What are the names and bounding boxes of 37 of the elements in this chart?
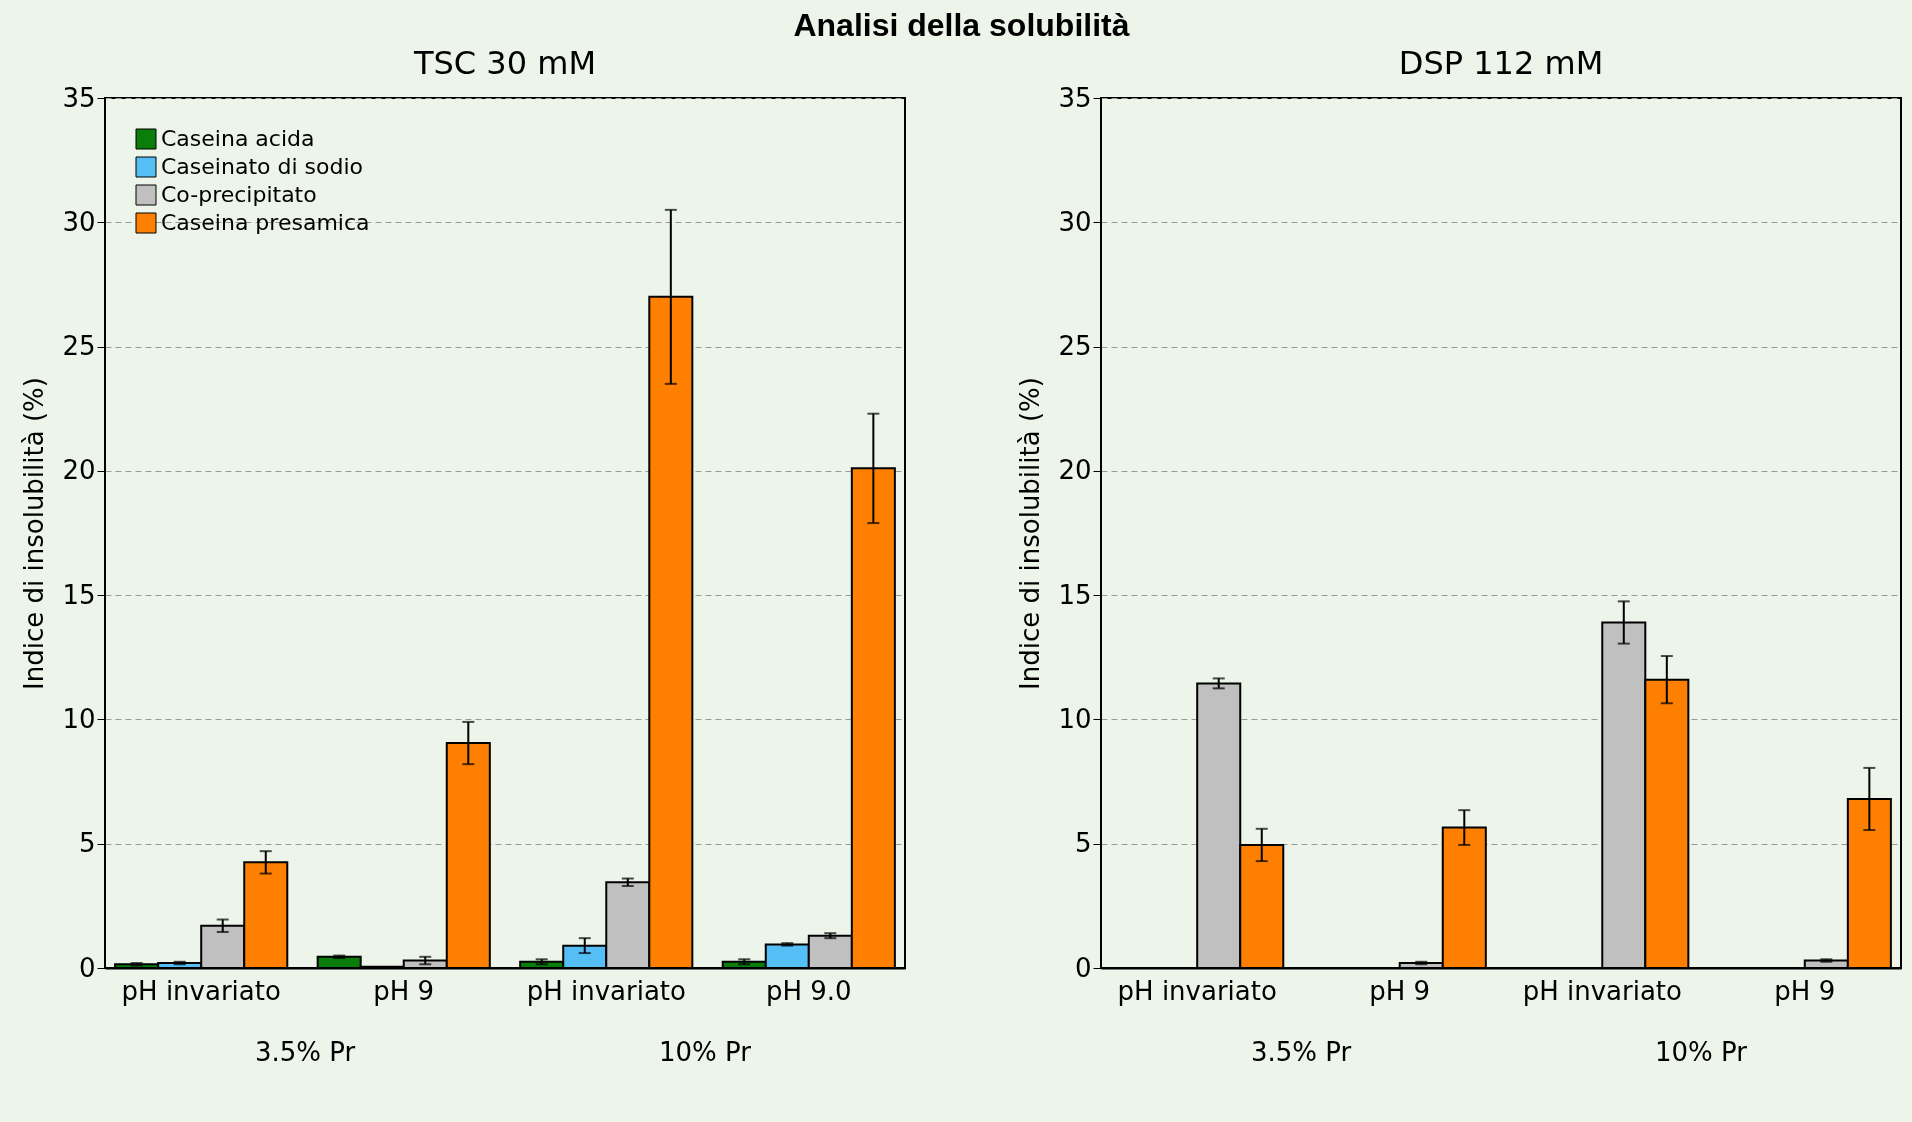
text: 3.5% Pr xyxy=(254,1037,356,1067)
y-tick-label: 0 xyxy=(1074,952,1092,983)
x-tick-label: pH 9 xyxy=(1369,975,1431,1006)
legend-label: Caseina acida xyxy=(161,126,315,151)
y-tick-label: 10 xyxy=(1058,703,1092,734)
y-tick-label: 25 xyxy=(1058,331,1092,362)
legend-label: Caseina presamica xyxy=(161,210,370,235)
y-axis-title: Indice di insolubilità (%) xyxy=(19,377,50,690)
y-tick-label: 5 xyxy=(78,828,96,859)
text: 10% Pr xyxy=(1655,1037,1748,1067)
y-tick-label: 5 xyxy=(1074,828,1092,859)
y-tick-label: 10 xyxy=(62,703,96,734)
x-tick-label: pH 9 xyxy=(373,975,435,1006)
chart-title: Analisi della solubilità xyxy=(793,7,1130,43)
y-tick-label: 20 xyxy=(1058,455,1092,486)
y-tick-label: 20 xyxy=(62,455,96,486)
legend-label: Caseinato di sodio xyxy=(161,154,363,179)
x-tick-label: pH invariato xyxy=(1522,975,1682,1006)
x-tick-label: pH invariato xyxy=(526,975,686,1006)
text: 3.5% Pr xyxy=(1250,1037,1352,1067)
chart-title: DSP 112 mM xyxy=(1398,44,1604,82)
legend-label: Co-precipitato xyxy=(161,182,317,207)
y-tick-label: 0 xyxy=(78,952,96,983)
y-axis-title: Indice di insolubilità (%) xyxy=(1015,377,1046,690)
y-tick-label: 30 xyxy=(62,206,96,237)
y-tick-label: 35 xyxy=(1058,82,1092,113)
x-tick-label: pH invariato xyxy=(121,975,281,1006)
y-tick-label: 25 xyxy=(62,331,96,362)
y-tick-label: 15 xyxy=(62,579,96,610)
chart-subtitle: TSC 30 mM xyxy=(412,44,597,82)
y-tick-label: 30 xyxy=(1058,206,1092,237)
x-tick-label: pH invariato xyxy=(1117,975,1277,1006)
x-tick-label: pH 9 xyxy=(1774,975,1836,1006)
text: 10% Pr xyxy=(659,1037,752,1067)
x-tick-label: pH 9.0 xyxy=(765,975,852,1006)
y-tick-label: 35 xyxy=(62,82,96,113)
y-tick-label: 15 xyxy=(1058,579,1092,610)
